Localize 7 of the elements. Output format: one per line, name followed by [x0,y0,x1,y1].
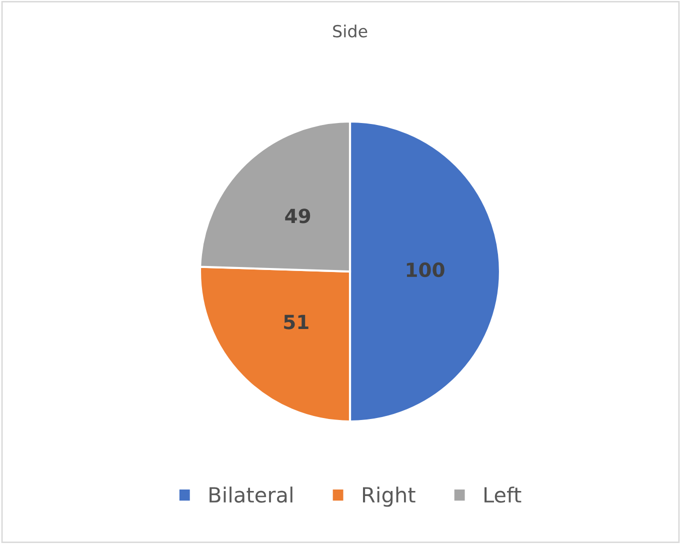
legend-label: Bilateral [210,486,292,503]
legend-label: Right [363,486,416,507]
legend-label: Left [484,486,522,503]
data-label: 49 [285,208,310,224]
data-label: 51 [284,314,308,330]
data-label: 100 [406,262,444,278]
chart-title: Side [333,24,368,38]
